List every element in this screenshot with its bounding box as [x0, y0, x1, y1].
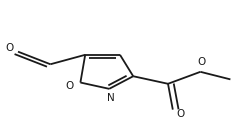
- Text: N: N: [107, 93, 114, 103]
- Text: O: O: [176, 109, 185, 119]
- Text: O: O: [66, 81, 74, 91]
- Text: O: O: [6, 43, 14, 53]
- Text: O: O: [198, 57, 206, 67]
